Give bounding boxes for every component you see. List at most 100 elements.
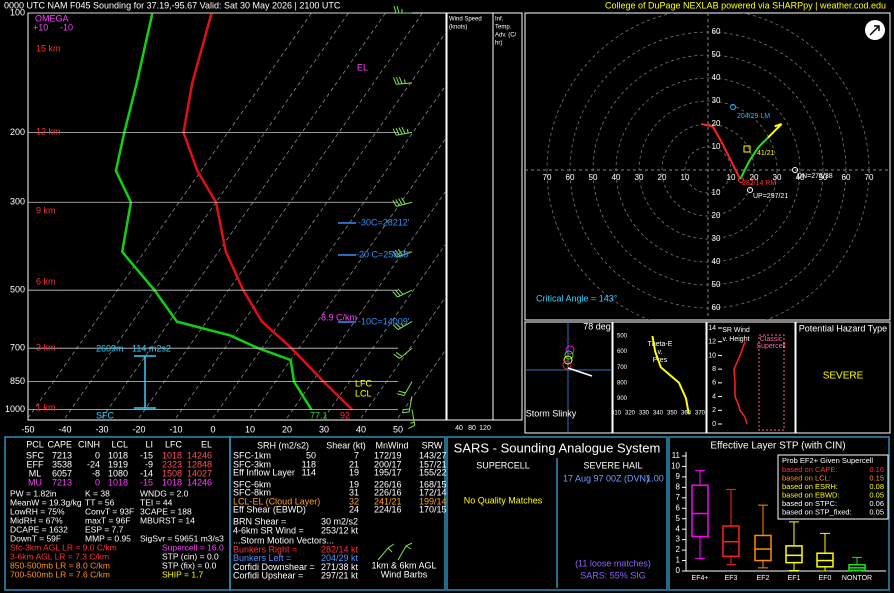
legend-value: 0.15	[869, 473, 884, 482]
temperature-tick-label: -30	[95, 424, 108, 434]
table-header: CAPE	[47, 439, 72, 449]
stp-tick-label: 11	[672, 451, 681, 460]
legend-label: based on LCL:	[782, 473, 831, 482]
legend-label: based on STP_fixed:	[782, 507, 852, 516]
hodo-ring-label: 40	[796, 173, 805, 182]
panel-frames	[27, 12, 891, 434]
table-cell: 7	[354, 450, 359, 460]
composite-index: SHIP = 1.7	[162, 569, 203, 579]
motion-marker	[792, 167, 798, 173]
hazard-title: Potential Hazard Type	[799, 323, 887, 333]
table-cell: 172/14	[419, 487, 447, 497]
param-value: 30 m2/s2	[321, 516, 358, 526]
skewt-annotation: -20 C=25858'	[356, 249, 410, 259]
table-cell: 1080	[108, 468, 128, 478]
hodo-annotation: 41/21	[757, 150, 775, 157]
hodo-trace	[767, 123, 783, 139]
hodo-ring	[546, 13, 870, 320]
refresh-icon[interactable]	[865, 20, 885, 40]
pressure-tick-label: 700	[10, 343, 25, 353]
skewt-annotation: -30C=28212'	[358, 217, 410, 227]
table-cell: SFC-8km	[233, 487, 271, 497]
lapse-rate: Sfc-3km AGL LR = 9.0 C/km	[10, 542, 117, 552]
table-cell: 118	[302, 459, 316, 469]
table-cell: 224/16	[374, 504, 402, 514]
title: 0000 UTC NAM F045 Sounding for 37.19,-95…	[4, 0, 341, 10]
stp-title: Effective Layer STP (with CIN)	[710, 441, 845, 452]
wind-barb	[401, 396, 413, 414]
hodo-ring-label: 30	[712, 234, 721, 243]
motion-label: Corfidi Upshear =	[233, 570, 303, 580]
column-tick-label: 40	[455, 425, 463, 432]
skewt-annotation: 12 km	[36, 126, 61, 136]
table-cell: LCL-EL (Cloud Layer)	[233, 496, 320, 506]
hodo-ring-label: 20	[712, 119, 721, 128]
temperature-tick-label: -20	[132, 424, 145, 434]
pressure-tick-label: 1000	[5, 404, 25, 414]
wind-barb	[392, 249, 413, 258]
isotherm	[212, 84, 446, 419]
lapse-rate: 850-500mb LR = 8.0 C/km	[10, 560, 110, 570]
column-tick-label: 120	[479, 425, 491, 432]
stp-tick-label: 5	[676, 514, 681, 523]
table-cell: 19	[349, 467, 359, 477]
table-cell: 1919	[108, 459, 128, 469]
credit: College of DuPage NEXLAB powered via SHA…	[605, 0, 886, 10]
stp-tick-label: 9	[676, 472, 681, 481]
thetae-pressure-label: 600	[617, 349, 628, 355]
param-value: 253/12 kt	[321, 525, 359, 535]
sars-result: No Quality Matches	[464, 495, 543, 505]
isotherm	[28, 13, 312, 419]
index-value: maxT = 96F	[85, 515, 130, 525]
hodo-ring-label: 40	[612, 173, 621, 182]
stp-tick-label: 6	[676, 503, 681, 512]
column-title: Adv. (C/	[495, 33, 517, 39]
index-value: TEI = 44	[140, 497, 173, 507]
column-title: Wind Speed	[449, 17, 482, 23]
stp-legend-box	[777, 454, 889, 520]
stp-box	[691, 484, 709, 538]
hodograph	[525, 13, 890, 320]
stp-category: EF4+	[692, 575, 709, 582]
stp-category: NONTOR	[842, 575, 872, 582]
stp-tick-label: 1	[676, 556, 681, 565]
legend-title: Prob EF2+ Given Supercell	[782, 456, 873, 465]
skewt-annotation: 3 km	[36, 342, 56, 352]
table-cell: 14246	[187, 450, 212, 460]
index-value: MidRH = 67%	[10, 515, 63, 525]
skewt-annotation: OMEGA	[35, 13, 69, 23]
table-cell: 3538	[52, 459, 72, 469]
index-value: K = 38	[85, 488, 110, 498]
table-cell: 1018	[108, 450, 128, 460]
motion-marker	[730, 104, 736, 110]
hodo-ring	[569, 31, 847, 309]
hodo-ring-label: 10	[681, 173, 690, 182]
table-cell: 157/21	[419, 459, 447, 469]
skewt-annotation: EL	[357, 62, 368, 72]
motion-marker	[738, 177, 744, 183]
hodo-ring-label: 70	[543, 173, 552, 182]
isotherm	[64, 13, 349, 419]
stp-category: EF3	[725, 575, 738, 582]
skewt	[28, 13, 446, 419]
skewt-annotation: 6 km	[36, 276, 56, 286]
skewt-annotation: 114 m2s2	[132, 343, 171, 353]
table-cell: 168/15	[419, 479, 447, 489]
stp-category: EF2	[757, 575, 770, 582]
hodo-ring-label: 50	[819, 173, 828, 182]
table-cell: 155/22	[419, 467, 447, 477]
thetae-tick-label: 310	[611, 411, 622, 417]
pressure-tick-label: 200	[10, 127, 25, 137]
hodo-ring-label: 40	[712, 73, 721, 82]
wind-barb	[393, 76, 413, 85]
index-value: SigSvr = 59651 m3/s3	[140, 533, 224, 543]
table-header: LFC	[165, 439, 183, 449]
wind-barb	[396, 381, 413, 396]
srwind-title: SR Wind	[722, 327, 750, 334]
isotherm	[175, 31, 446, 419]
table-cell: 195/17	[374, 467, 402, 477]
sars-title: SARS - Sounding Analogue System	[454, 440, 661, 455]
inflow-bracket	[134, 355, 156, 409]
thetae-pressure-label: 700	[617, 365, 628, 371]
table-cell: 14246	[187, 477, 212, 487]
